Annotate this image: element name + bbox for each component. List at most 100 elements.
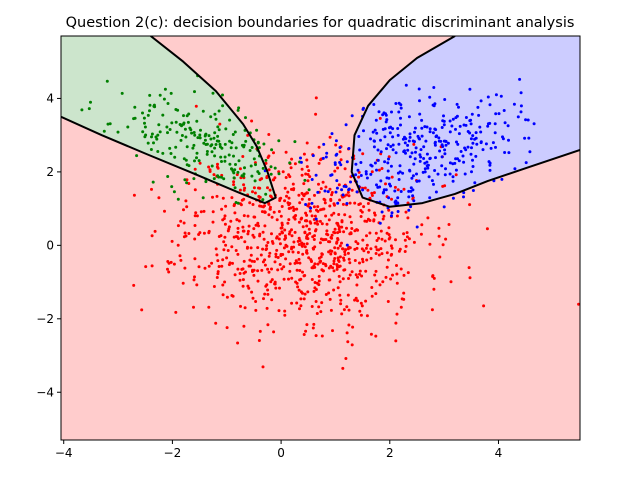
data-point <box>235 218 239 222</box>
x-tick-label: 4 <box>495 446 503 460</box>
data-point <box>232 235 236 239</box>
data-point <box>393 185 397 189</box>
data-point <box>356 299 359 303</box>
data-point <box>262 237 266 241</box>
data-point <box>305 242 309 246</box>
data-point <box>158 93 162 97</box>
data-point <box>467 266 471 270</box>
data-point <box>471 189 475 192</box>
data-point <box>270 278 274 282</box>
data-point <box>362 106 365 110</box>
data-point <box>410 151 414 155</box>
x-tick-label: 0 <box>277 446 285 460</box>
data-point <box>502 109 506 112</box>
data-point <box>292 215 296 219</box>
data-point <box>411 194 415 198</box>
data-point <box>219 175 223 179</box>
data-point <box>207 134 211 138</box>
data-point <box>256 269 260 273</box>
data-point <box>178 254 182 258</box>
data-point <box>252 227 256 231</box>
data-point <box>286 190 290 194</box>
data-point <box>503 151 507 154</box>
data-point <box>262 142 266 146</box>
data-point <box>491 141 495 145</box>
data-point <box>346 293 350 297</box>
data-point <box>438 255 442 259</box>
data-point <box>361 152 365 156</box>
data-point <box>267 213 271 217</box>
data-point <box>193 159 196 163</box>
data-point <box>364 269 368 273</box>
data-point <box>328 240 332 244</box>
data-point <box>221 196 225 200</box>
data-point <box>379 179 383 183</box>
data-point <box>309 206 313 210</box>
data-point <box>413 157 417 161</box>
data-point <box>275 218 279 222</box>
data-point <box>201 109 205 113</box>
data-point <box>260 268 264 272</box>
data-point <box>391 135 395 139</box>
data-point <box>258 329 262 333</box>
boundary-blue-red <box>350 36 580 208</box>
data-point <box>418 112 422 116</box>
data-point <box>265 306 269 310</box>
data-point <box>441 119 445 123</box>
data-point <box>142 116 146 120</box>
data-point <box>286 201 290 205</box>
data-point <box>348 261 352 265</box>
data-point <box>319 255 323 259</box>
data-point <box>316 205 320 209</box>
data-point <box>299 160 303 164</box>
data-point <box>468 276 472 280</box>
data-point <box>223 155 227 159</box>
data-point <box>279 226 283 230</box>
data-point <box>442 205 446 209</box>
data-point <box>428 95 432 99</box>
data-point <box>261 166 265 170</box>
data-point <box>408 135 412 139</box>
data-point <box>250 290 254 294</box>
data-point <box>416 134 420 138</box>
data-point <box>281 170 285 174</box>
data-point <box>354 296 358 300</box>
data-point <box>272 151 275 155</box>
data-point <box>329 236 333 239</box>
data-point <box>256 221 260 225</box>
data-point <box>443 152 447 156</box>
data-point <box>341 277 345 281</box>
axes: −4 −2 0 2 4 −4 −2 0 2 4 <box>36 91 502 460</box>
data-point <box>347 308 351 312</box>
data-point <box>272 330 276 334</box>
data-point <box>435 134 439 138</box>
data-point <box>322 207 326 211</box>
data-point <box>347 188 351 192</box>
data-point <box>340 241 343 245</box>
data-point <box>292 245 296 249</box>
data-point <box>299 304 303 308</box>
data-point <box>261 247 265 251</box>
data-point <box>339 302 343 306</box>
data-point <box>305 141 309 145</box>
data-point <box>443 148 447 152</box>
data-point <box>291 205 295 209</box>
data-point <box>287 250 291 254</box>
data-point <box>165 125 169 129</box>
data-point <box>140 308 144 312</box>
data-point <box>380 210 384 214</box>
data-point <box>387 157 390 161</box>
data-point <box>223 235 227 239</box>
data-point <box>287 277 290 281</box>
data-point <box>426 216 430 220</box>
region-blue <box>351 36 580 207</box>
data-point <box>372 191 376 195</box>
data-point <box>215 276 219 279</box>
data-point <box>188 126 192 130</box>
data-point <box>170 239 174 243</box>
data-point <box>238 272 242 275</box>
data-point <box>334 143 338 147</box>
data-point <box>195 156 198 160</box>
data-point <box>367 208 371 212</box>
